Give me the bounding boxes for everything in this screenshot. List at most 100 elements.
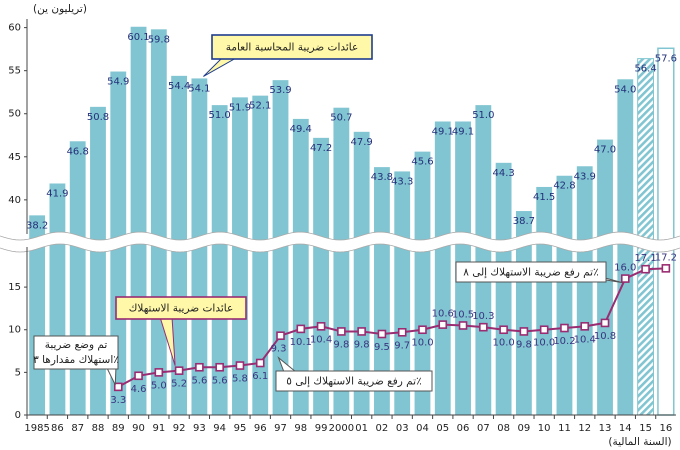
bar-value-label: 52.1	[249, 101, 271, 112]
line-value-label: 3.3	[110, 395, 126, 406]
y-tick-label: 55	[8, 66, 21, 77]
y-tick-label: 40	[8, 195, 21, 206]
annotation-box	[275, 370, 433, 392]
bar	[211, 105, 228, 416]
line-value-label: 5.6	[212, 375, 228, 386]
line-marker	[113, 382, 123, 392]
x-tick-label: 08	[497, 423, 510, 434]
x-tick-label: 97	[274, 423, 287, 434]
bar-value-label: 46.8	[67, 146, 89, 157]
x-tick-label: 91	[152, 423, 165, 434]
bar	[333, 107, 350, 416]
line-value-label: 10.6	[432, 309, 454, 320]
bar-value-label: 47.0	[594, 145, 616, 156]
x-tick-label: 10	[538, 423, 551, 434]
line-value-label: 10.4	[574, 334, 596, 345]
x-tick-label: 15	[639, 423, 652, 434]
unit-label: (تريليون ين)	[33, 3, 87, 15]
x-tick-label: 07	[477, 423, 490, 434]
bar-value-label: 38.2	[26, 220, 48, 231]
y-tick-label: 45	[8, 152, 21, 163]
x-tick-label: 94	[213, 423, 226, 434]
line-marker	[641, 264, 650, 274]
line-marker	[235, 361, 245, 370]
legend-box	[211, 34, 373, 60]
x-tick-label: 06	[457, 423, 470, 434]
y-tick-label: 15	[8, 282, 21, 293]
bar-value-label: 41.9	[46, 188, 68, 199]
bar	[252, 95, 269, 415]
bar-value-label: 51.0	[472, 110, 494, 121]
line-marker	[316, 322, 326, 331]
line-marker	[255, 358, 265, 368]
y-tick-label: 0	[15, 410, 21, 421]
x-tick-label: 93	[193, 423, 206, 434]
bar	[130, 26, 147, 416]
line-marker	[296, 324, 306, 334]
line-marker	[661, 264, 671, 273]
line-marker	[174, 366, 184, 375]
axis-break	[0, 232, 680, 252]
line-marker	[580, 322, 590, 331]
bar	[374, 167, 390, 415]
bar	[414, 151, 431, 415]
line-value-label: 10.0	[411, 338, 433, 349]
annotation-box	[455, 261, 607, 283]
annotation: تم رفع ضريبة الاستهلاك إلى ٥٪	[286, 376, 422, 388]
x-tick-label: 1985	[24, 423, 49, 434]
x-axis-label: (السنة المالية)	[608, 436, 671, 448]
line-marker	[499, 325, 508, 335]
bar-value-label: 43.9	[574, 171, 596, 182]
y-tick-label: 50	[8, 109, 21, 120]
line-value-label: 10.0	[492, 338, 514, 349]
bar-value-label: 42.8	[553, 181, 575, 192]
line-value-label: 10.3	[472, 311, 494, 322]
x-tick-label: 03	[396, 423, 409, 434]
line-value-label: 9.8	[354, 339, 370, 350]
line-marker	[620, 274, 630, 283]
x-tick-label: 12	[578, 423, 591, 434]
x-tick-label: 14	[619, 423, 632, 434]
x-tick-label: 09	[518, 423, 531, 434]
bar	[475, 105, 492, 416]
bar	[556, 175, 573, 415]
x-tick-label: 86	[51, 423, 64, 434]
bar-value-label: 54.9	[107, 77, 129, 88]
line-value-label: 10.1	[290, 337, 312, 348]
bar-value-label: 54.0	[614, 84, 636, 95]
annotation-box	[33, 335, 119, 370]
line	[117, 267, 666, 388]
line-value-label: 6.1	[252, 371, 268, 382]
bar	[292, 118, 309, 415]
line-marker	[600, 318, 610, 328]
bar-value-label: 54.1	[188, 83, 210, 94]
x-tick-label: 2000	[329, 423, 354, 434]
line-marker	[418, 325, 427, 335]
line-marker	[357, 327, 366, 336]
line-value-label: 10.5	[452, 309, 474, 320]
x-tick-label: 98	[294, 423, 307, 434]
annotation: تم رفع ضريبة الاستهلاك إلى ٨٪	[463, 267, 599, 279]
x-tick-label: 95	[234, 423, 247, 434]
y-tick-label: 5	[15, 367, 21, 378]
bar-value-label: 49.1	[432, 126, 454, 137]
bar-value-label: 49.1	[452, 126, 474, 137]
line-value-label: 5.8	[232, 374, 248, 385]
bar	[49, 183, 66, 415]
line-value-label: 5.0	[151, 380, 167, 391]
line-marker	[337, 327, 346, 336]
bar-value-label: 51.0	[209, 110, 231, 121]
line-value-label: 9.3	[271, 344, 287, 355]
annotation-pointer	[105, 365, 117, 386]
annotation: استهلاك مقدارها ٣٪	[33, 354, 119, 366]
line-marker	[276, 331, 285, 341]
x-tick-label: 04	[416, 423, 429, 434]
line-value-label: 9.7	[394, 340, 410, 351]
line-marker	[479, 322, 488, 332]
x-tick-label: 89	[112, 423, 125, 434]
bar-value-label: 54.4	[168, 81, 190, 92]
bar	[536, 186, 553, 415]
y-tick-label: 60	[8, 23, 21, 34]
x-tick-label: 02	[376, 423, 389, 434]
line-marker	[377, 329, 387, 339]
